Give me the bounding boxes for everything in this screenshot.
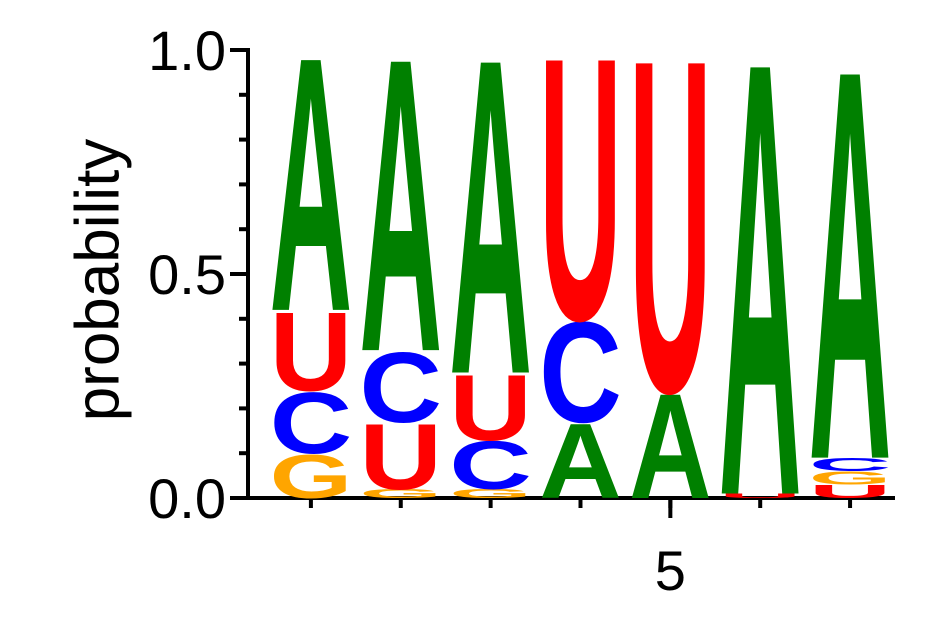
logo-letter: G — [809, 468, 892, 489]
logo-letter: U — [719, 492, 802, 499]
logo-letter: U — [809, 481, 892, 502]
x-tick-label: 5 — [655, 539, 686, 602]
y-axis-label: probability — [63, 139, 132, 422]
logo-letter: U — [359, 405, 442, 510]
y-tick-label: 0.0 — [148, 467, 226, 530]
logo-letter: C — [359, 332, 442, 444]
logo-letter: A — [809, 0, 892, 577]
logo-letter: A — [449, 0, 532, 469]
logo-letter: U — [270, 289, 353, 415]
logo-letter: C — [539, 291, 622, 453]
logo-letter: A — [359, 0, 442, 440]
y-tick-label: 0.5 — [148, 243, 226, 306]
logo-letter: A — [719, 0, 802, 617]
logo-letter: A — [270, 0, 353, 388]
logo-letter: C — [270, 374, 353, 472]
logo-letter: A — [539, 403, 622, 521]
logo-letter: U — [539, 0, 622, 399]
logo-letter: G — [359, 487, 442, 501]
logo-letter: C — [809, 454, 892, 475]
logo-letter: U — [629, 0, 712, 492]
y-tick-label: 1.0 — [148, 19, 226, 82]
logo-letter: G — [449, 487, 532, 501]
logo-letter: C — [449, 428, 532, 505]
logo-letter: U — [449, 355, 532, 460]
logo-letter: A — [629, 363, 712, 531]
logo-letter: G — [270, 442, 353, 512]
